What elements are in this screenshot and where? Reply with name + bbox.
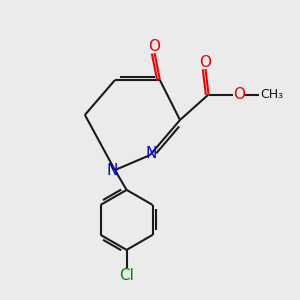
Text: O: O bbox=[148, 39, 160, 54]
Text: O: O bbox=[200, 55, 211, 70]
Text: Cl: Cl bbox=[119, 268, 134, 283]
Text: CH₃: CH₃ bbox=[260, 88, 283, 101]
Text: O: O bbox=[233, 87, 245, 102]
Text: N: N bbox=[107, 163, 118, 178]
Text: N: N bbox=[146, 146, 157, 161]
